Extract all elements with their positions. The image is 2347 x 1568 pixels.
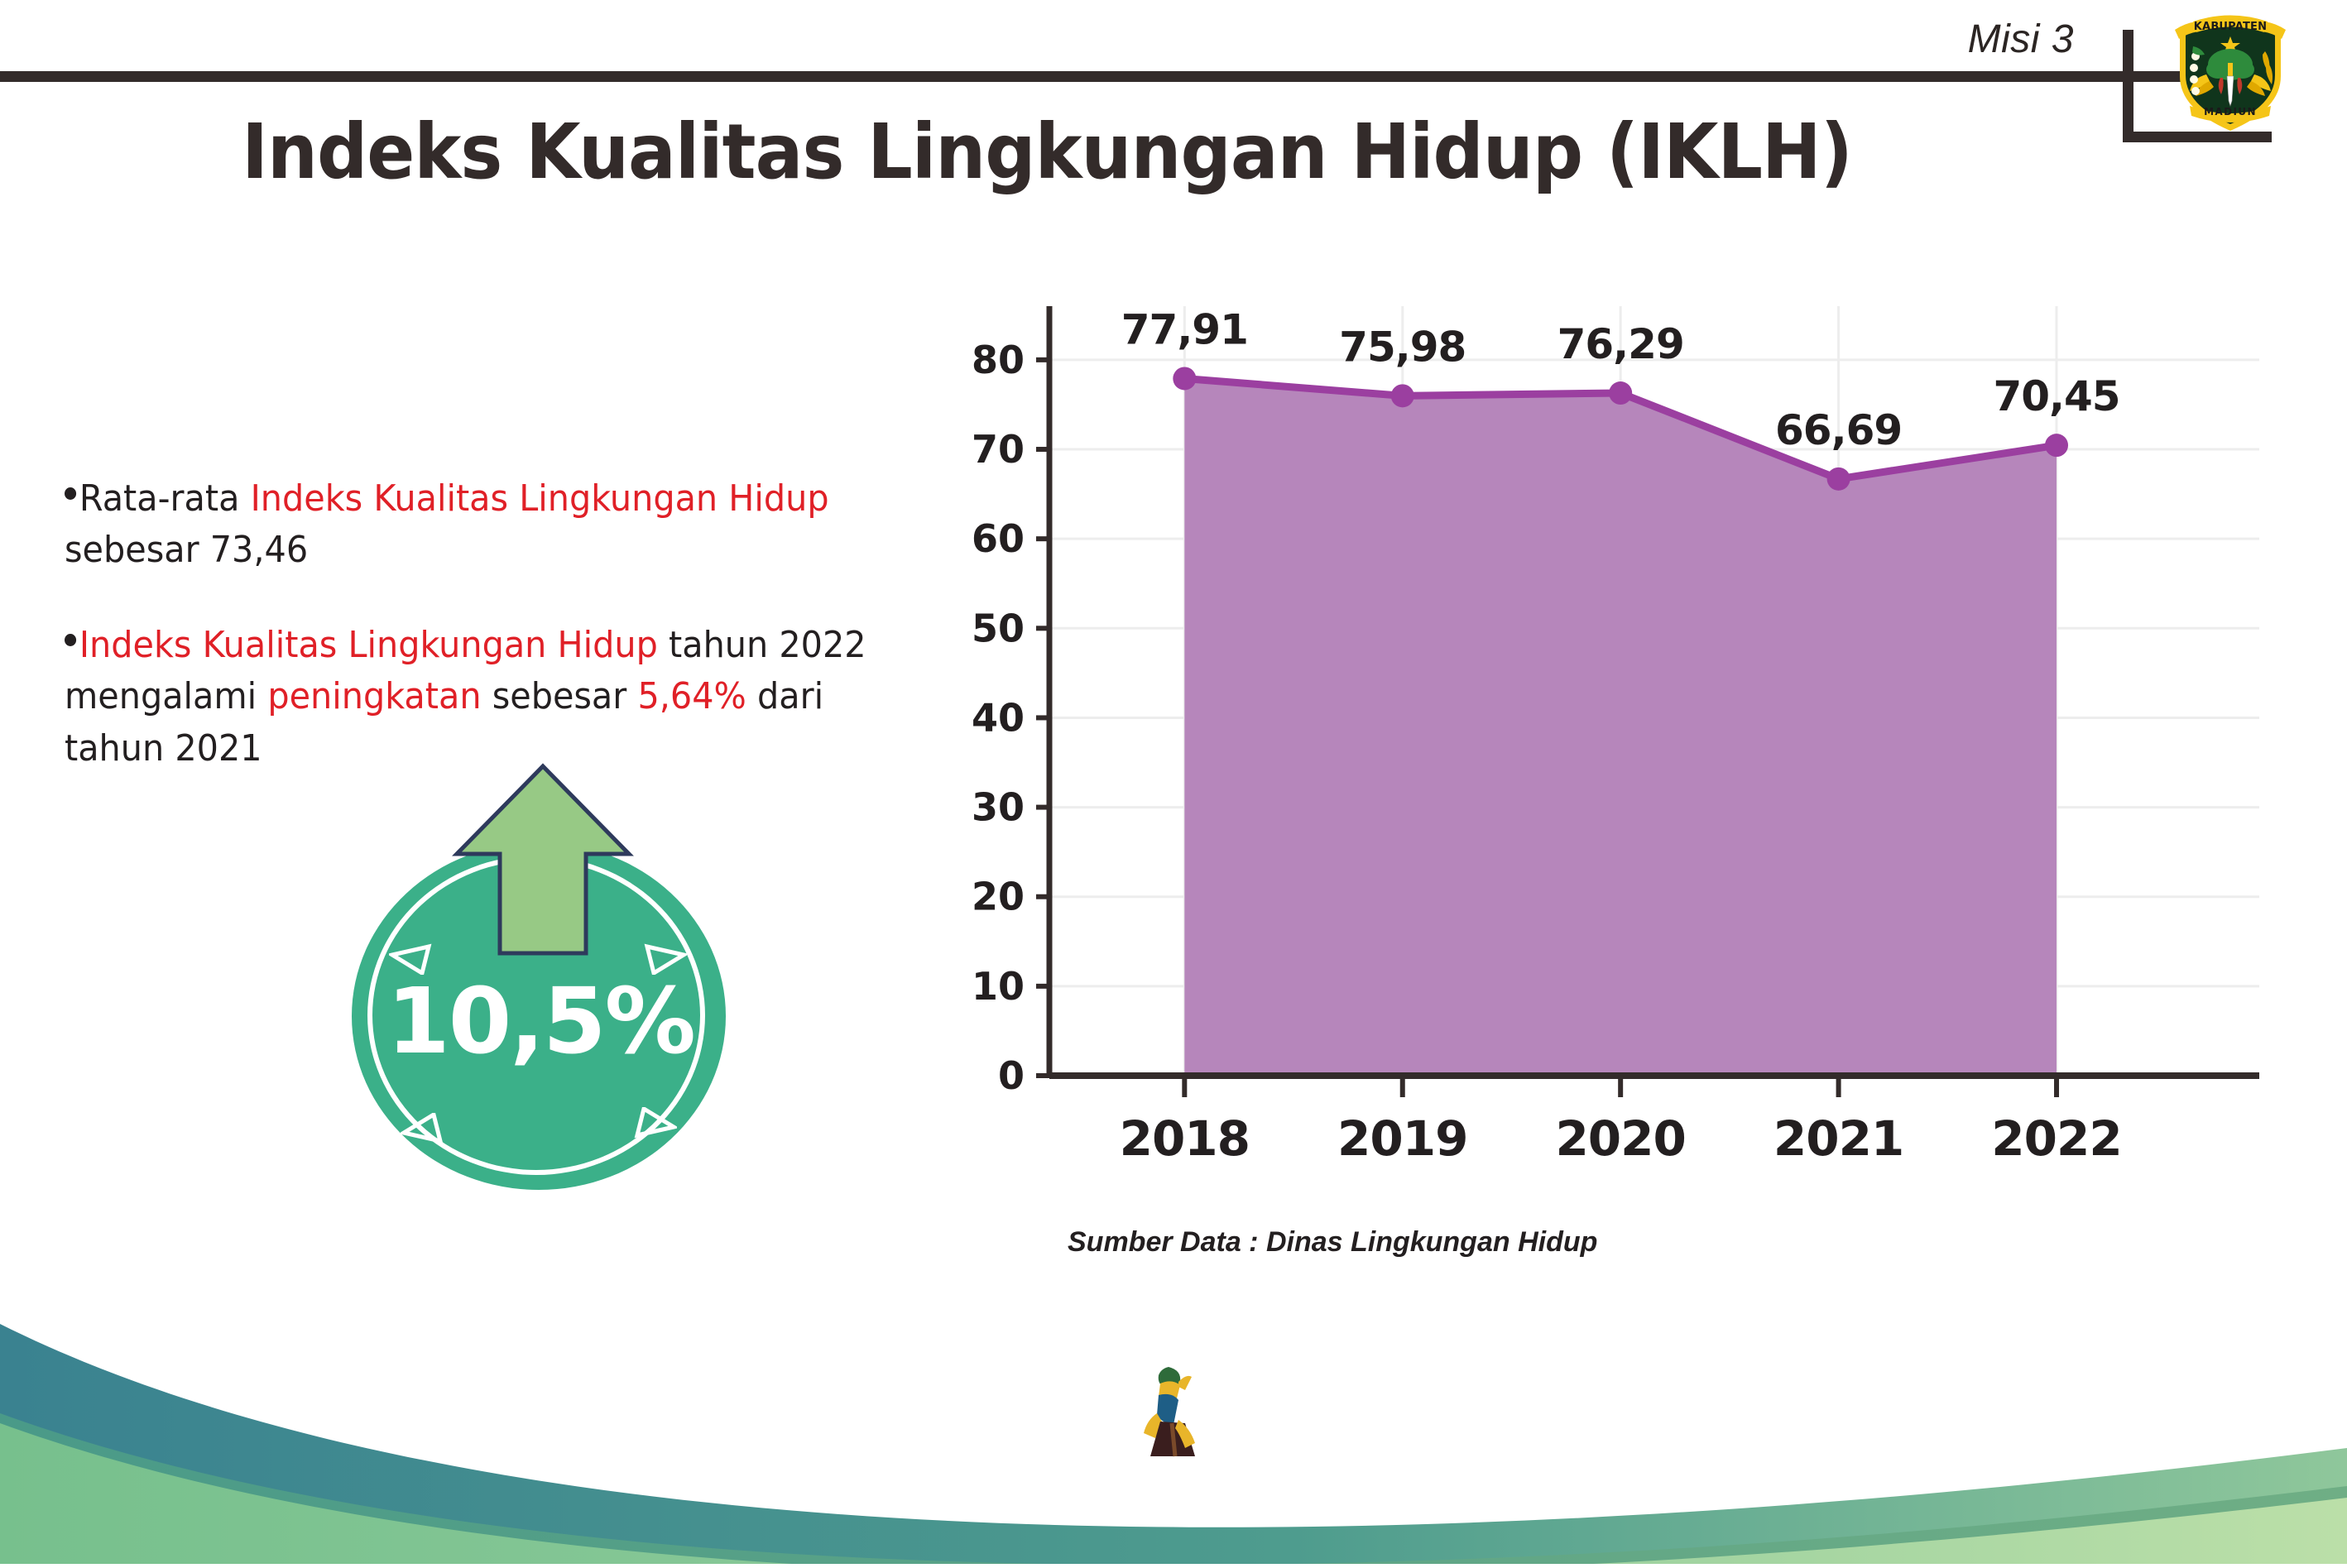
page-title: Indeks Kualitas Lingkungan Hidup (IKLH) [242, 108, 1853, 196]
chart-point-marker [1390, 384, 1414, 408]
chart-point-marker [1826, 467, 1850, 491]
chart-y-tick-label: 40 [972, 695, 1025, 740]
bullet-highlight: Indeks Kualitas Lingkungan Hidup [250, 477, 829, 520]
bullet-text-1: Rata-rata Indeks Kualitas Lingkungan Hid… [65, 477, 829, 571]
chart-data-label: 77,91 [1121, 305, 1248, 353]
badge-tick-bottom-left [398, 1111, 444, 1146]
footer-text: Media Infografis Data Statistik Sektoral… [1210, 1399, 2261, 1443]
badge-tick-top-right [644, 942, 689, 976]
chart-data-label: 70,45 [1993, 372, 2119, 420]
bullet-plain: tahun 2022 mengalami [65, 623, 866, 718]
growth-badge: 10,5% [329, 761, 751, 1192]
chart-point-marker [1609, 381, 1633, 405]
chart-point-marker [2045, 434, 2069, 458]
chart-canvas: 77,91 75,98 76,29 66,69 70,45 0 10 20 30 40 50 60 70… [972, 305, 2259, 1167]
bullet-highlight: Indeks Kualitas Lingkungan Hidup [79, 623, 658, 666]
chart-data-label: 66,69 [1775, 406, 1902, 454]
header-corner-vertical [2123, 30, 2133, 142]
chart-y-tick-label: 30 [972, 785, 1025, 830]
iklh-area-chart: 77,91 75,98 76,29 66,69 70,45 0 10 20 30 40 50 60 70… [952, 273, 2292, 1216]
chart-area-fill [1184, 378, 2057, 1077]
chart-x-tick-label: 2021 [1773, 1110, 1903, 1167]
header-corner-horizontal [2123, 132, 2272, 142]
svg-text:MADIUN: MADIUN [2204, 106, 2257, 117]
footer-wave [0, 1291, 2347, 1568]
statistics-figure-logo-icon [1135, 1365, 1207, 1463]
bullet-highlight: 5,64% [637, 675, 746, 718]
bullet-plain: Rata-rata [79, 477, 251, 520]
bullet-item-1: Rata-rata Indeks Kualitas Lingkungan Hid… [65, 473, 897, 577]
up-arrow-icon [452, 761, 634, 960]
bullet-plain: sebesar 73,46 [65, 529, 309, 572]
misi-label: Misi 3 [1967, 17, 2074, 61]
bullet-highlight: peningkatan [267, 675, 482, 718]
chart-y-tick-label: 20 [972, 875, 1025, 919]
chart-point-marker [1173, 367, 1197, 391]
bullet-list: Rata-rata Indeks Kualitas Lingkungan Hid… [65, 473, 950, 818]
bullet-text-2: Indeks Kualitas Lingkungan Hidup tahun 2… [65, 624, 866, 770]
chart-y-tick-label: 0 [998, 1053, 1025, 1098]
badge-tick-top-left [386, 942, 432, 976]
bullet-item-2: Indeks Kualitas Lingkungan Hidup tahun 2… [65, 620, 897, 774]
svg-text:KABUPATEN: KABUPATEN [2194, 21, 2267, 33]
chart-x-tick-label: 2022 [1991, 1110, 2121, 1167]
chart-source-note: Sumber Data : Dinas Lingkungan Hidup [1068, 1226, 1598, 1258]
chart-x-tick-label: 2020 [1555, 1110, 1685, 1167]
bullet-plain: dari tahun 2021 [65, 675, 824, 770]
bullet-dot-icon [65, 633, 77, 646]
chart-y-tick-label: 70 [972, 427, 1025, 472]
chart-data-label: 76,29 [1557, 320, 1684, 368]
bullet-plain: sebesar [481, 675, 638, 718]
chart-x-tick-label: 2018 [1120, 1110, 1250, 1167]
chart-x-tick-label: 2019 [1337, 1110, 1467, 1167]
kabupaten-madiun-emblem-icon: KABUPATEN MADIUN [2168, 5, 2292, 133]
header-rule [0, 71, 2216, 82]
chart-y-tick-label: 60 [972, 516, 1025, 561]
chart-y-tick-label: 10 [972, 964, 1025, 1009]
badge-value: 10,5% [386, 968, 696, 1074]
chart-y-tick-label: 80 [972, 338, 1025, 382]
badge-tick-bottom-right [634, 1105, 679, 1140]
chart-data-label: 75,98 [1339, 323, 1466, 371]
chart-y-tick-label: 50 [972, 606, 1025, 650]
bullet-dot-icon [65, 487, 77, 500]
